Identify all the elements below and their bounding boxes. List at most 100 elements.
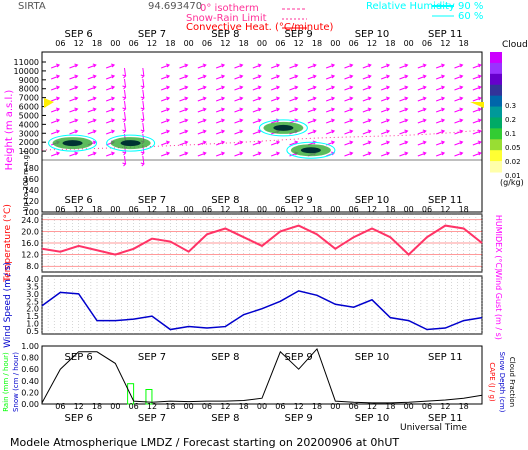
clouds-legend-swatch-8 (490, 139, 502, 151)
day-label-lower-5: SEP 11 (428, 413, 463, 424)
hour-label-top-20: 06 (422, 39, 432, 48)
wind-arrow (252, 151, 262, 157)
hour-label-mid-13: 12 (294, 205, 304, 214)
wind-arrow (344, 63, 354, 69)
temp-tick-4: 8.0 (26, 262, 39, 271)
wind-arrow (472, 107, 482, 113)
wind-axis-label: Wind Speed (m / s) (3, 262, 13, 348)
wind-arrow (399, 129, 409, 135)
day-label-mid-5: SEP 11 (428, 195, 463, 206)
forecast-title: Modele Atmospherique LMDZ / Forecast sta… (10, 436, 399, 449)
hour-label-top-9: 12 (220, 39, 230, 48)
day-label-bottom-3: SEP 9 (285, 352, 313, 363)
wind-arrow (307, 118, 317, 124)
wind-arrow (122, 78, 127, 90)
wind-arrow (252, 107, 262, 113)
wind-arrow (215, 85, 226, 91)
wind-arrow (454, 74, 464, 80)
wind-arrow (380, 63, 391, 69)
wind-tick-3: 2.5 (26, 297, 39, 306)
wind-arrow (289, 140, 299, 146)
wind-arrow (69, 129, 79, 135)
height-axis-label: Height (m a.s.l.) (4, 90, 15, 171)
hour-label-mid-19: 00 (404, 205, 414, 214)
wind-arrow (140, 100, 145, 112)
wind-arrow (435, 140, 446, 146)
wind-arrow (399, 63, 409, 69)
height-tick-7: 4000 (19, 120, 39, 129)
wind-arrow (50, 107, 61, 113)
hour-label-mid-9: 12 (220, 205, 230, 214)
hour-label-mid-4: 06 (129, 205, 139, 214)
wind-arrow (197, 85, 207, 91)
wind-arrow (69, 74, 79, 80)
wind-arrow (417, 74, 427, 80)
wind-arrow (362, 74, 372, 80)
wind-arrow (344, 74, 354, 80)
wind-arrow (307, 129, 317, 135)
clouds-legend-swatch-1 (490, 62, 502, 75)
wind-arrow (307, 74, 317, 80)
wind-arrow (105, 129, 116, 135)
wind-arrow (362, 140, 372, 146)
hour-label-top-11: 00 (257, 39, 267, 48)
station-coords: 94.693470 (148, 1, 202, 12)
wind-arrow (179, 63, 189, 69)
precip-tick-1: 0.80 (21, 354, 39, 363)
wind-arrow (399, 140, 409, 146)
hour-label-mid-11: 00 (257, 205, 267, 214)
wind-arrow (234, 96, 244, 102)
wind-arrow (289, 96, 299, 102)
snowdepth-axis-label: Snow Depth (cm) (498, 352, 506, 413)
wind-arrow (87, 63, 97, 69)
clouds-legend-tick-5: 0.01 (505, 172, 521, 180)
wind-arrow (325, 74, 336, 80)
left-wind-marker (44, 98, 54, 108)
wind-arrow (325, 63, 336, 69)
hour-label-mid-17: 12 (367, 205, 377, 214)
wind-arrow (417, 118, 427, 124)
wind-arrow (179, 151, 189, 157)
day-label-top-3: SEP 9 (285, 29, 313, 40)
wind-arrow (105, 107, 116, 113)
wind-arrow (105, 85, 116, 91)
wind-panel-frame (41, 275, 483, 335)
wind-tick-5: 1.5 (26, 312, 39, 321)
wind-arrow (435, 151, 446, 157)
clouds-legend-tick-3: 0.05 (505, 144, 521, 152)
hour-label-bottom-15: 00 (330, 402, 340, 411)
low-height-tick-2: 140 (24, 186, 39, 195)
wind-arrow (362, 96, 372, 102)
hour-label-top-10: 18 (239, 39, 249, 48)
hour-label-top-16: 06 (349, 39, 359, 48)
universal-time-label: Universal Time (400, 423, 467, 433)
height-tick-2: 9000 (19, 76, 39, 85)
hour-label-top-0: 06 (55, 39, 65, 48)
rain-axis-label: Rain (mm / hour) (2, 352, 10, 412)
hour-label-mid-1: 12 (74, 205, 84, 214)
wind-tick-7: 0.5 (26, 327, 39, 336)
wind-arrow (105, 151, 116, 157)
day-label-top-0: SEP 6 (65, 29, 93, 40)
wind-arrow (140, 122, 145, 134)
hour-label-mid-14: 18 (312, 205, 322, 214)
hour-label-mid-6: 18 (165, 205, 175, 214)
wind-arrow (325, 96, 336, 102)
temp-axis-label: Temperature (°C) (3, 204, 13, 283)
cloud-blob-rh-3 (286, 141, 336, 159)
snow-axis-label: Snow (cm / hour) (12, 352, 20, 412)
wind-arrow (362, 107, 372, 113)
wind-arrow (380, 85, 391, 91)
wind-arrow (417, 129, 427, 135)
wind-arrow (234, 118, 244, 124)
wind-arrow (270, 140, 281, 146)
wind-arrow (197, 151, 207, 157)
precip-tick-2: 0.60 (21, 365, 39, 374)
wind-arrow (87, 74, 97, 80)
wind-arrow (472, 85, 482, 91)
wind-arrow (234, 74, 244, 80)
wind-arrow (344, 129, 354, 135)
wind-arrow (252, 140, 262, 146)
wind-arrow (69, 63, 79, 69)
day-label-bottom-1: SEP 7 (138, 352, 166, 363)
